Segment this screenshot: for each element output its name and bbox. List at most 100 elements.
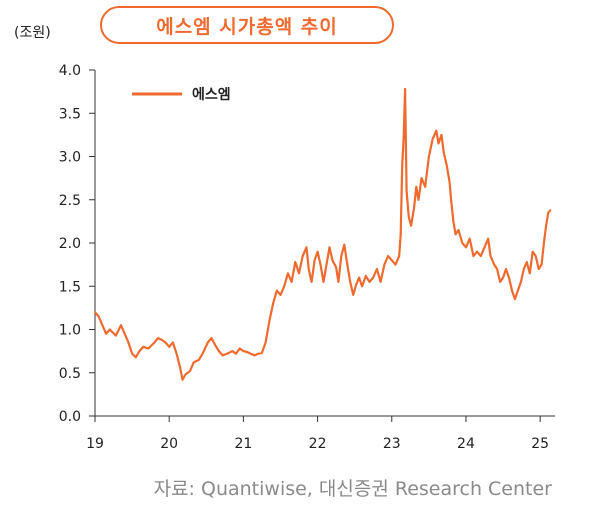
series-point bbox=[408, 216, 410, 218]
series-point bbox=[331, 259, 334, 262]
series-point bbox=[168, 346, 170, 348]
series-point bbox=[415, 186, 418, 188]
series-point bbox=[135, 356, 137, 359]
series-point bbox=[305, 246, 308, 249]
series-point bbox=[189, 370, 191, 372]
series-point bbox=[523, 268, 525, 270]
series-point bbox=[405, 190, 408, 192]
series-point bbox=[172, 341, 174, 344]
series-line-0 bbox=[94, 87, 552, 381]
series-point bbox=[420, 177, 423, 179]
series-point bbox=[337, 281, 340, 283]
series-point bbox=[257, 352, 260, 355]
series-point bbox=[540, 263, 543, 266]
series-point bbox=[472, 255, 475, 257]
series-point bbox=[376, 268, 378, 270]
series-point bbox=[283, 285, 286, 288]
series-point bbox=[442, 151, 445, 153]
series-point bbox=[358, 276, 360, 279]
series-point bbox=[468, 237, 471, 240]
series-point bbox=[437, 142, 440, 145]
series-point bbox=[268, 320, 271, 322]
series-point bbox=[394, 263, 397, 266]
series-point bbox=[505, 268, 507, 270]
y-axis-unit-label: (조원) bbox=[14, 25, 51, 41]
chart-title: 에스엠 시가총액 추이 bbox=[100, 6, 394, 44]
legend-label-smentertainment: 에스엠 bbox=[192, 87, 231, 103]
series-point bbox=[387, 255, 389, 257]
series-point bbox=[161, 339, 163, 341]
series-point bbox=[383, 263, 386, 266]
series-point bbox=[253, 354, 256, 357]
series-point bbox=[493, 263, 496, 266]
y-tick-label: 1.5 bbox=[59, 279, 81, 295]
series-point bbox=[279, 294, 282, 296]
series-point bbox=[457, 229, 460, 231]
series-point bbox=[476, 250, 478, 253]
series-point bbox=[210, 337, 213, 339]
x-tick-label: 24 bbox=[457, 436, 475, 452]
series-point bbox=[325, 263, 328, 266]
series-point bbox=[310, 281, 313, 283]
series-point bbox=[452, 220, 455, 223]
y-tick-label: 1.0 bbox=[59, 323, 81, 339]
series-point bbox=[483, 246, 486, 249]
series-point bbox=[175, 352, 178, 355]
series-point bbox=[115, 334, 117, 337]
series-point bbox=[365, 275, 367, 277]
chart-series bbox=[94, 87, 552, 381]
y-tick-label: 0.5 bbox=[59, 366, 81, 382]
series-point bbox=[142, 346, 144, 348]
series-point bbox=[328, 246, 331, 249]
series-point bbox=[461, 242, 464, 244]
series-point bbox=[454, 233, 457, 236]
series-point bbox=[226, 352, 228, 355]
series-point bbox=[534, 255, 537, 257]
chart-ticks: 0.0 0.5 1.0 1.5 2.0 2.5 3.0 3.5 4.0 19 20 21 22 23 24 2… bbox=[59, 63, 549, 452]
series-point bbox=[545, 224, 547, 227]
series-point bbox=[445, 164, 448, 166]
series-point bbox=[207, 341, 209, 344]
series-point bbox=[372, 276, 375, 279]
chart-legend: 에스엠 bbox=[132, 87, 231, 103]
series-point bbox=[181, 378, 184, 381]
x-tick-label: 20 bbox=[160, 436, 178, 452]
series-point bbox=[514, 298, 516, 301]
series-point bbox=[401, 164, 404, 166]
series-point bbox=[352, 294, 355, 296]
series-point bbox=[335, 266, 337, 269]
series-point bbox=[238, 347, 241, 350]
series-point bbox=[123, 333, 126, 335]
series-point bbox=[242, 350, 245, 352]
series-point bbox=[316, 250, 319, 253]
series-point bbox=[465, 246, 467, 249]
x-tick-label: 25 bbox=[531, 436, 549, 452]
series-point bbox=[489, 255, 492, 257]
series-point bbox=[502, 276, 504, 279]
series-point bbox=[294, 261, 297, 263]
series-point bbox=[153, 341, 156, 344]
series-point bbox=[346, 263, 349, 266]
series-point bbox=[138, 350, 141, 352]
x-tick-label: 19 bbox=[86, 436, 104, 452]
source-note: 자료: Quantiwise, 대신증권 Research Center bbox=[153, 478, 552, 500]
series-point bbox=[450, 199, 452, 201]
series-point bbox=[547, 211, 550, 214]
series-point bbox=[127, 341, 130, 344]
series-point bbox=[261, 352, 263, 354]
x-tick-label: 23 bbox=[383, 436, 401, 452]
series-point bbox=[192, 361, 195, 364]
series-point bbox=[549, 209, 552, 211]
series-point bbox=[361, 285, 363, 288]
series-point bbox=[398, 255, 401, 257]
series-point bbox=[413, 207, 415, 210]
series-point bbox=[435, 129, 438, 132]
series-point bbox=[517, 289, 519, 292]
series-point bbox=[272, 302, 274, 305]
series-point bbox=[440, 134, 443, 136]
series-point bbox=[246, 351, 248, 353]
x-tick-label: 22 bbox=[309, 436, 327, 452]
series-point bbox=[298, 272, 300, 275]
series-point bbox=[404, 88, 406, 90]
